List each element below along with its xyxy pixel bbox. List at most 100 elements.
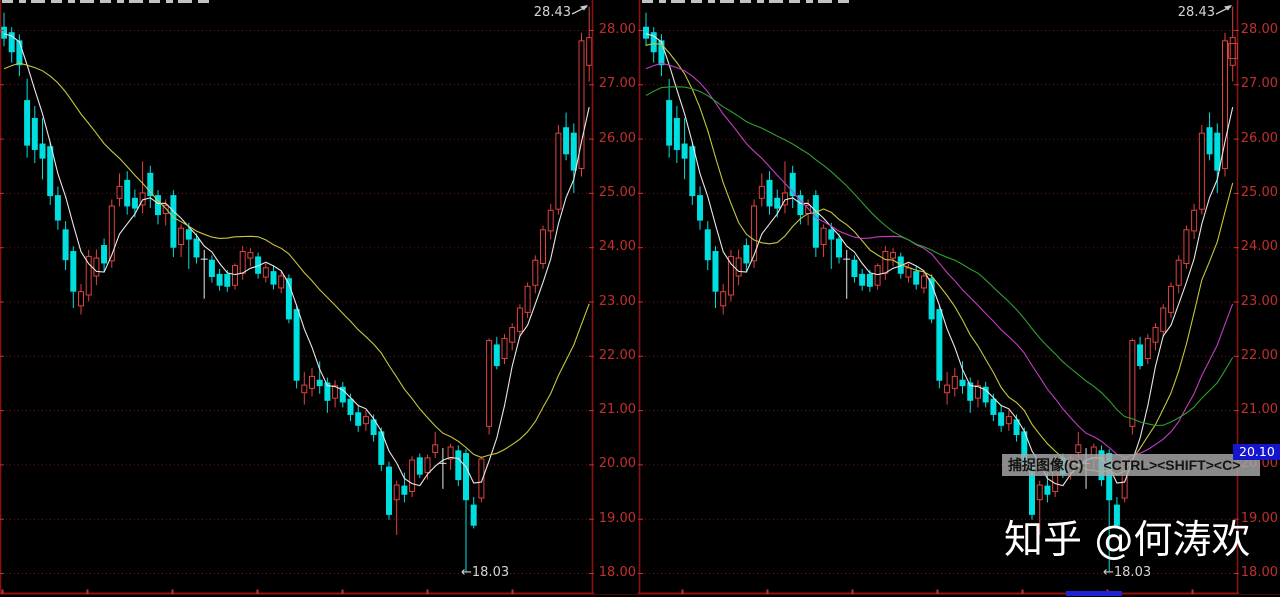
y-axis-label: 18.00 bbox=[598, 565, 636, 580]
candle bbox=[501, 334, 508, 364]
candle bbox=[712, 246, 719, 309]
candle bbox=[1191, 203, 1198, 240]
candle bbox=[851, 255, 858, 283]
candle bbox=[170, 190, 177, 257]
y-axis-label: 19.00 bbox=[1240, 510, 1278, 526]
candle bbox=[85, 249, 92, 302]
candle bbox=[200, 249, 208, 299]
ma-line-20 bbox=[3, 62, 590, 458]
left-chart-panel[interactable] bbox=[1, 0, 592, 594]
y-axis-label: 22.00 bbox=[1240, 347, 1278, 363]
y-axis-label: 28.00 bbox=[598, 22, 636, 37]
candle bbox=[78, 284, 84, 315]
y-axis-label: 23.00 bbox=[1240, 293, 1278, 309]
candle bbox=[393, 480, 400, 535]
candle bbox=[309, 367, 315, 397]
candle bbox=[316, 361, 323, 394]
candle bbox=[70, 246, 77, 309]
candle bbox=[1036, 480, 1043, 535]
candle bbox=[270, 266, 277, 290]
candle bbox=[1075, 431, 1082, 458]
y-axis-label: 22.00 bbox=[598, 347, 636, 363]
ma-line-5 bbox=[3, 33, 590, 487]
left-price-axis: 28.00 27.00 26.00 25.00 24.00 23.00 22.00 21.00… bbox=[594, 0, 638, 594]
candle bbox=[843, 249, 851, 299]
candle bbox=[155, 190, 161, 225]
candle bbox=[1222, 32, 1228, 177]
candle bbox=[224, 270, 231, 292]
candle bbox=[208, 255, 215, 283]
candle bbox=[890, 248, 897, 267]
candle bbox=[666, 78, 673, 158]
candle bbox=[185, 222, 192, 269]
candles bbox=[1, 6, 593, 572]
candle bbox=[362, 410, 369, 431]
candle bbox=[31, 106, 38, 164]
candle bbox=[532, 255, 539, 294]
candle bbox=[828, 222, 835, 269]
candle bbox=[743, 238, 750, 272]
ma-line-30 bbox=[645, 86, 1234, 427]
candle bbox=[439, 448, 447, 489]
candle bbox=[789, 165, 796, 209]
candle bbox=[673, 106, 680, 164]
candle bbox=[478, 456, 485, 503]
candle bbox=[470, 496, 477, 529]
y-axis-label: 24.00 bbox=[598, 239, 636, 255]
left-chart-group bbox=[1, 6, 593, 574]
candle bbox=[447, 443, 454, 470]
high-price-annotation-right: 28.43 bbox=[1177, 5, 1215, 20]
bottom-axis-highlight-bar bbox=[1066, 591, 1122, 596]
candle bbox=[62, 221, 69, 271]
price-flag-marker bbox=[1228, 43, 1238, 59]
candle bbox=[8, 27, 15, 63]
tooltip-hotkey-label: <CTRL><SHIFT><C> bbox=[1103, 457, 1241, 473]
candle bbox=[959, 361, 966, 394]
candle bbox=[516, 304, 523, 337]
candle bbox=[463, 449, 469, 572]
candle bbox=[982, 381, 989, 408]
candle bbox=[47, 141, 54, 205]
candle bbox=[147, 165, 154, 209]
candle bbox=[262, 263, 269, 283]
right-chart-panel[interactable] bbox=[640, 0, 1237, 594]
y-axis-label: 21.00 bbox=[1240, 402, 1278, 418]
candle bbox=[301, 372, 308, 405]
arrow-head bbox=[580, 5, 588, 11]
candle bbox=[324, 377, 331, 413]
y-axis-label: 27.00 bbox=[598, 76, 636, 92]
candle bbox=[555, 125, 562, 215]
candle bbox=[1175, 255, 1182, 294]
candle bbox=[974, 380, 981, 408]
candle bbox=[486, 338, 493, 435]
clipped-indicator-legend-right bbox=[642, 0, 854, 3]
arrow-head bbox=[1224, 5, 1232, 11]
right-chart-group bbox=[641, 6, 1236, 574]
ma-line-5 bbox=[645, 33, 1234, 487]
candle bbox=[578, 32, 585, 177]
watermark-text: 知乎 @何涛欢 bbox=[1004, 518, 1251, 563]
candle bbox=[1167, 282, 1174, 318]
y-axis-label: 26.00 bbox=[1240, 130, 1278, 146]
candle bbox=[24, 78, 31, 158]
y-axis-label: 23.00 bbox=[598, 293, 636, 309]
candle bbox=[1183, 225, 1190, 269]
candle bbox=[751, 199, 758, 268]
candle bbox=[39, 117, 46, 180]
candle bbox=[563, 112, 570, 161]
low-price-annotation-left: ←18.03 bbox=[461, 565, 510, 580]
candle bbox=[93, 249, 100, 286]
candles bbox=[643, 6, 1236, 572]
candle bbox=[681, 117, 688, 180]
tooltip-action-label: 捕捉图像(C) bbox=[1008, 457, 1084, 473]
y-axis-label: 27.00 bbox=[1240, 76, 1278, 92]
candle bbox=[650, 27, 657, 63]
candle bbox=[1152, 323, 1159, 351]
candle bbox=[1229, 6, 1236, 82]
candle bbox=[116, 173, 123, 207]
y-axis-label: 24.00 bbox=[1240, 239, 1278, 255]
candle bbox=[339, 381, 346, 408]
y-axis-label: 25.00 bbox=[1240, 184, 1278, 200]
y-axis-label: 28.00 bbox=[1240, 22, 1278, 37]
candle bbox=[1, 12, 7, 47]
